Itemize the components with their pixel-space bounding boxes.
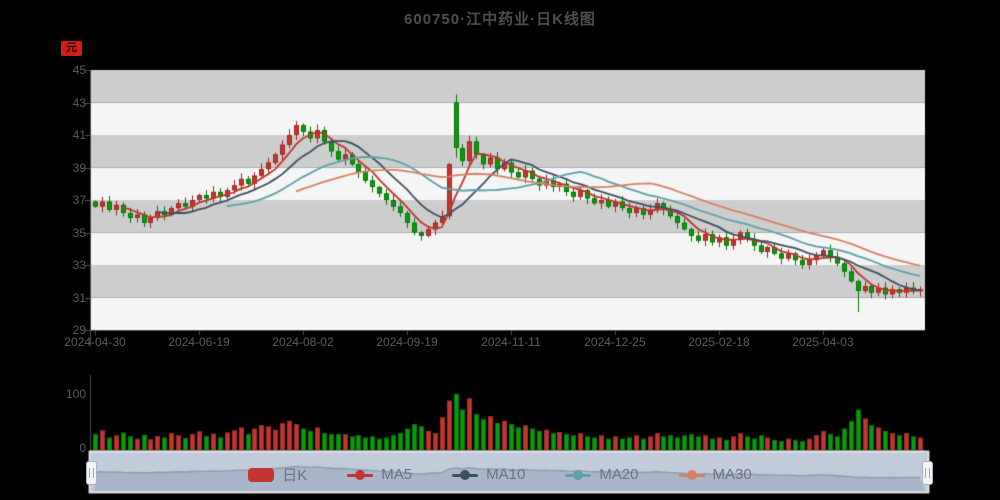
date-axis-label: 2024-06-19	[168, 335, 230, 349]
legend-item-ma30[interactable]: MA30	[678, 466, 752, 483]
price-axis-label: 29	[72, 323, 86, 337]
ma10-series-marker	[452, 468, 479, 482]
legend-item-ma10[interactable]: MA10	[452, 466, 525, 483]
date-axis-label: 2024-04-30	[64, 335, 126, 349]
date-axis-label: 2025-02-18	[688, 335, 750, 349]
price-axis-label: 43	[72, 95, 86, 110]
handle-grip-icon	[89, 468, 94, 478]
date-axis-label: 2024-09-19	[376, 335, 438, 349]
handle-grip-icon	[925, 468, 930, 478]
volume-axis-label: 100	[65, 387, 86, 401]
ma20-series-marker	[565, 468, 592, 482]
datazoom-handle-left[interactable]	[86, 461, 97, 485]
legend-label: MA20	[599, 466, 639, 483]
legend-label: MA10	[486, 466, 526, 483]
price-axis-label: 45	[72, 63, 86, 77]
price-axis-label: 35	[72, 225, 86, 240]
price-axis-label: 33	[72, 258, 86, 272]
date-axis-label: 2024-11-11	[481, 335, 541, 349]
legend-item-ma20[interactable]: MA20	[565, 466, 639, 483]
ma5-series-marker	[347, 468, 374, 482]
chart-legend: 日K MA5 MA10 MA20 MA30	[0, 464, 1000, 485]
datazoom-handle-right[interactable]	[922, 461, 933, 485]
candle-series-marker	[248, 467, 275, 482]
legend-item-daily-k[interactable]: 日K	[248, 464, 307, 485]
price-axis-label: 31	[72, 290, 86, 305]
legend-item-ma5[interactable]: MA5	[347, 466, 412, 483]
legend-label: 日K	[282, 467, 308, 484]
chart-title: 600750·江中药业·日K线图	[404, 11, 596, 28]
price-axis-label: 41	[72, 128, 86, 142]
ma30-series-marker	[678, 468, 705, 482]
legend-label: MA30	[712, 466, 752, 483]
date-axis-label: 2024-08-02	[272, 335, 334, 349]
legend-label: MA5	[381, 466, 413, 483]
volume-axis-label: 0	[79, 441, 86, 455]
datazoom-slider[interactable]	[90, 452, 928, 492]
date-axis-label: 2025-04-03	[792, 335, 854, 349]
price-unit-badge: 元	[61, 41, 82, 56]
price-axis-label: 39	[72, 160, 86, 175]
price-axis-label: 37	[72, 193, 86, 207]
date-axis-label: 2024-12-25	[584, 335, 646, 349]
